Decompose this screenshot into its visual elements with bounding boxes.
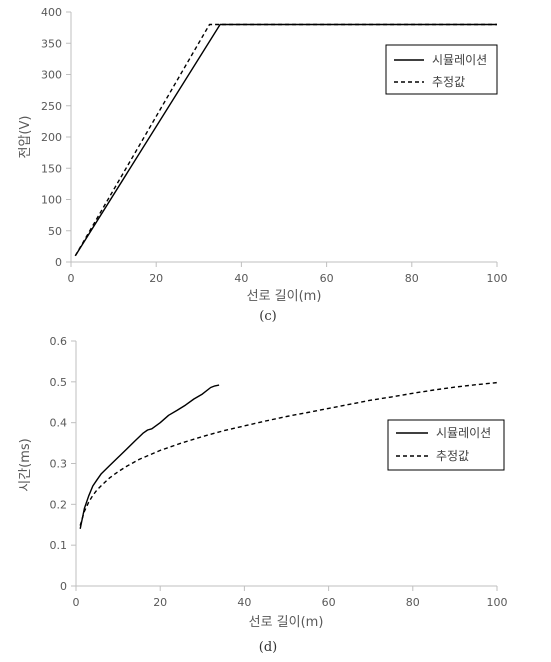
chart-caption: (c) <box>259 309 276 324</box>
x-tick-label: 100 <box>487 596 508 609</box>
x-tick-label: 80 <box>405 272 419 285</box>
x-tick-label: 40 <box>237 596 251 609</box>
y-tick-label: 0 <box>55 256 62 269</box>
legend-box <box>385 44 498 95</box>
x-tick-label: 0 <box>73 596 80 609</box>
y-axis-label: 시간(ms) <box>18 438 33 492</box>
x-axis-label: 선로 길이(m) <box>249 615 324 630</box>
legend-label-estimate: 추정값 <box>432 75 465 89</box>
legend-label-simulation: 시뮬레이션 <box>436 426 491 440</box>
legend-box <box>387 419 505 471</box>
chart-caption: (d) <box>259 640 277 655</box>
y-tick-label: 300 <box>41 69 62 82</box>
y-tick-label: 100 <box>41 194 62 207</box>
y-tick-label: 0.4 <box>50 417 68 430</box>
y-tick-label: 200 <box>41 131 62 144</box>
x-tick-label: 80 <box>406 596 420 609</box>
y-tick-label: 50 <box>48 225 62 238</box>
y-tick-label: 400 <box>41 6 62 19</box>
chart-c: 0 50 100 150 200 250 300 350 400 0 20 40 60 80 100 시뮬레… <box>18 6 508 324</box>
chart-d: 0 0.1 0.2 0.3 0.4 0.5 0.6 0 20 40 60 80 100 시뮬레이션 추정… <box>18 335 508 655</box>
y-tick-label: 0.1 <box>50 539 68 552</box>
x-tick-label: 20 <box>149 272 163 285</box>
y-axis-label: 전압(V) <box>18 116 33 159</box>
x-tick-label: 60 <box>322 596 336 609</box>
x-tick-label: 20 <box>153 596 167 609</box>
y-tick-label: 250 <box>41 100 62 113</box>
x-axis-label: 선로 길이(m) <box>247 289 322 304</box>
y-tick-label: 0 <box>60 580 67 593</box>
series-line-estimate <box>79 381 498 526</box>
y-tick-label: 350 <box>41 37 62 50</box>
legend-label-estimate: 추정값 <box>436 449 469 463</box>
series-line-simulation <box>79 384 220 529</box>
x-tick-label: 60 <box>320 272 334 285</box>
y-tick-label: 0.6 <box>50 335 68 348</box>
x-tick-label: 40 <box>234 272 248 285</box>
series-line-estimate <box>74 23 497 257</box>
y-tick-label: 0.3 <box>50 458 68 471</box>
y-tick-label: 0.5 <box>50 376 68 389</box>
legend-label-simulation: 시뮬레이션 <box>432 53 487 67</box>
x-tick-label: 0 <box>68 272 75 285</box>
y-tick-label: 0.2 <box>50 498 68 511</box>
x-tick-label: 100 <box>487 272 508 285</box>
y-tick-label: 150 <box>41 162 62 175</box>
